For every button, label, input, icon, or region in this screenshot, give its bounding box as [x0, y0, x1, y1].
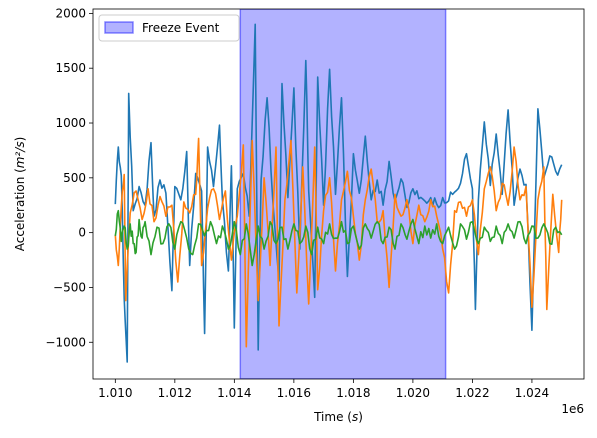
- series-line-2: [114, 137, 563, 348]
- y-tick-label: 1000: [55, 116, 86, 130]
- legend-swatch-freeze: [104, 21, 134, 34]
- y-tick-label: 500: [63, 171, 86, 185]
- legend-box: [98, 14, 240, 42]
- x-tick-label: 1.010: [98, 386, 132, 400]
- x-tick-label: 1.020: [396, 386, 430, 400]
- x-tick-label: 1.024: [515, 386, 549, 400]
- y-tick-label: −1000: [45, 335, 86, 349]
- y-axis: −1000 −500 0 500 1000 1500 2000: [45, 6, 93, 349]
- series-line-3: [114, 209, 563, 267]
- axes-frame: [92, 8, 585, 380]
- x-tick-label: 1.014: [217, 386, 251, 400]
- y-tick-label: 0: [78, 226, 86, 240]
- x-tick-label: 1.012: [158, 386, 192, 400]
- series-line-1: [114, 23, 563, 363]
- y-axis-label: Acceleration (m²/s): [13, 137, 27, 252]
- x-axis: 1.010 1.012 1.014 1.016 1.018 1.020 1.022 1.024: [98, 379, 549, 400]
- y-tick-label: 2000: [55, 6, 86, 20]
- x-tick-label: 1.016: [277, 386, 311, 400]
- x-tick-label: 1.022: [455, 386, 489, 400]
- x-offset-label: 1e6: [561, 402, 584, 416]
- legend-label-freeze: Freeze Event: [142, 21, 220, 35]
- y-tick-label: −500: [53, 280, 86, 294]
- plot-area: [114, 9, 563, 379]
- legend: Freeze Event: [98, 14, 240, 42]
- x-tick-label: 1.018: [336, 386, 370, 400]
- x-axis-label: Time (s): [313, 410, 363, 424]
- y-tick-label: 1500: [55, 61, 86, 75]
